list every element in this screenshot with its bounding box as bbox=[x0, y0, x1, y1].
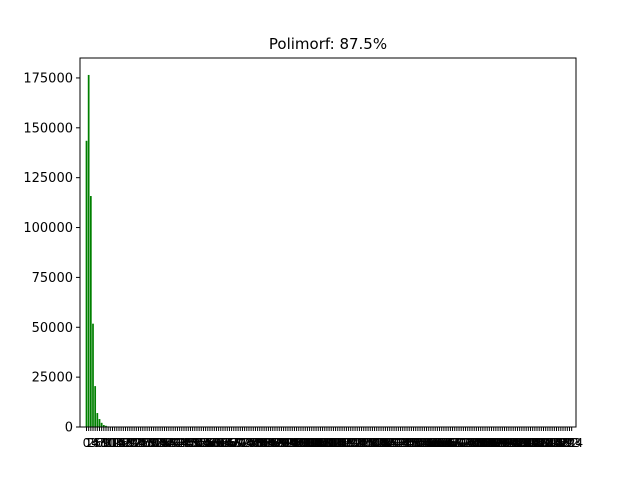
y-tick-label: 75000 bbox=[32, 271, 73, 286]
bar bbox=[101, 423, 103, 427]
bar bbox=[94, 386, 96, 427]
bar bbox=[92, 324, 94, 427]
bar bbox=[99, 419, 101, 427]
chart-title: Polimorf: 87.5% bbox=[269, 35, 387, 53]
bar bbox=[86, 141, 88, 427]
bar bbox=[90, 196, 92, 427]
bar bbox=[96, 413, 98, 427]
y-tick-label: 125000 bbox=[23, 171, 73, 186]
x-tick-label: 224 bbox=[560, 436, 583, 450]
y-tick-label: 100000 bbox=[23, 221, 73, 236]
y-tick-label: 50000 bbox=[32, 321, 73, 336]
y-tick-label: 150000 bbox=[23, 121, 73, 136]
y-axis: 0 25000 50000 75000 100000 125000 150000 175000 bbox=[23, 71, 80, 435]
y-tick-label: 25000 bbox=[32, 371, 73, 386]
y-tick-label: 175000 bbox=[23, 71, 73, 86]
bar bbox=[88, 75, 90, 427]
y-tick-label: 0 bbox=[65, 421, 73, 436]
x-axis: 0123456789101112131415161718192021222324… bbox=[83, 427, 583, 450]
plot-frame bbox=[80, 58, 576, 427]
bars-group bbox=[86, 75, 116, 427]
